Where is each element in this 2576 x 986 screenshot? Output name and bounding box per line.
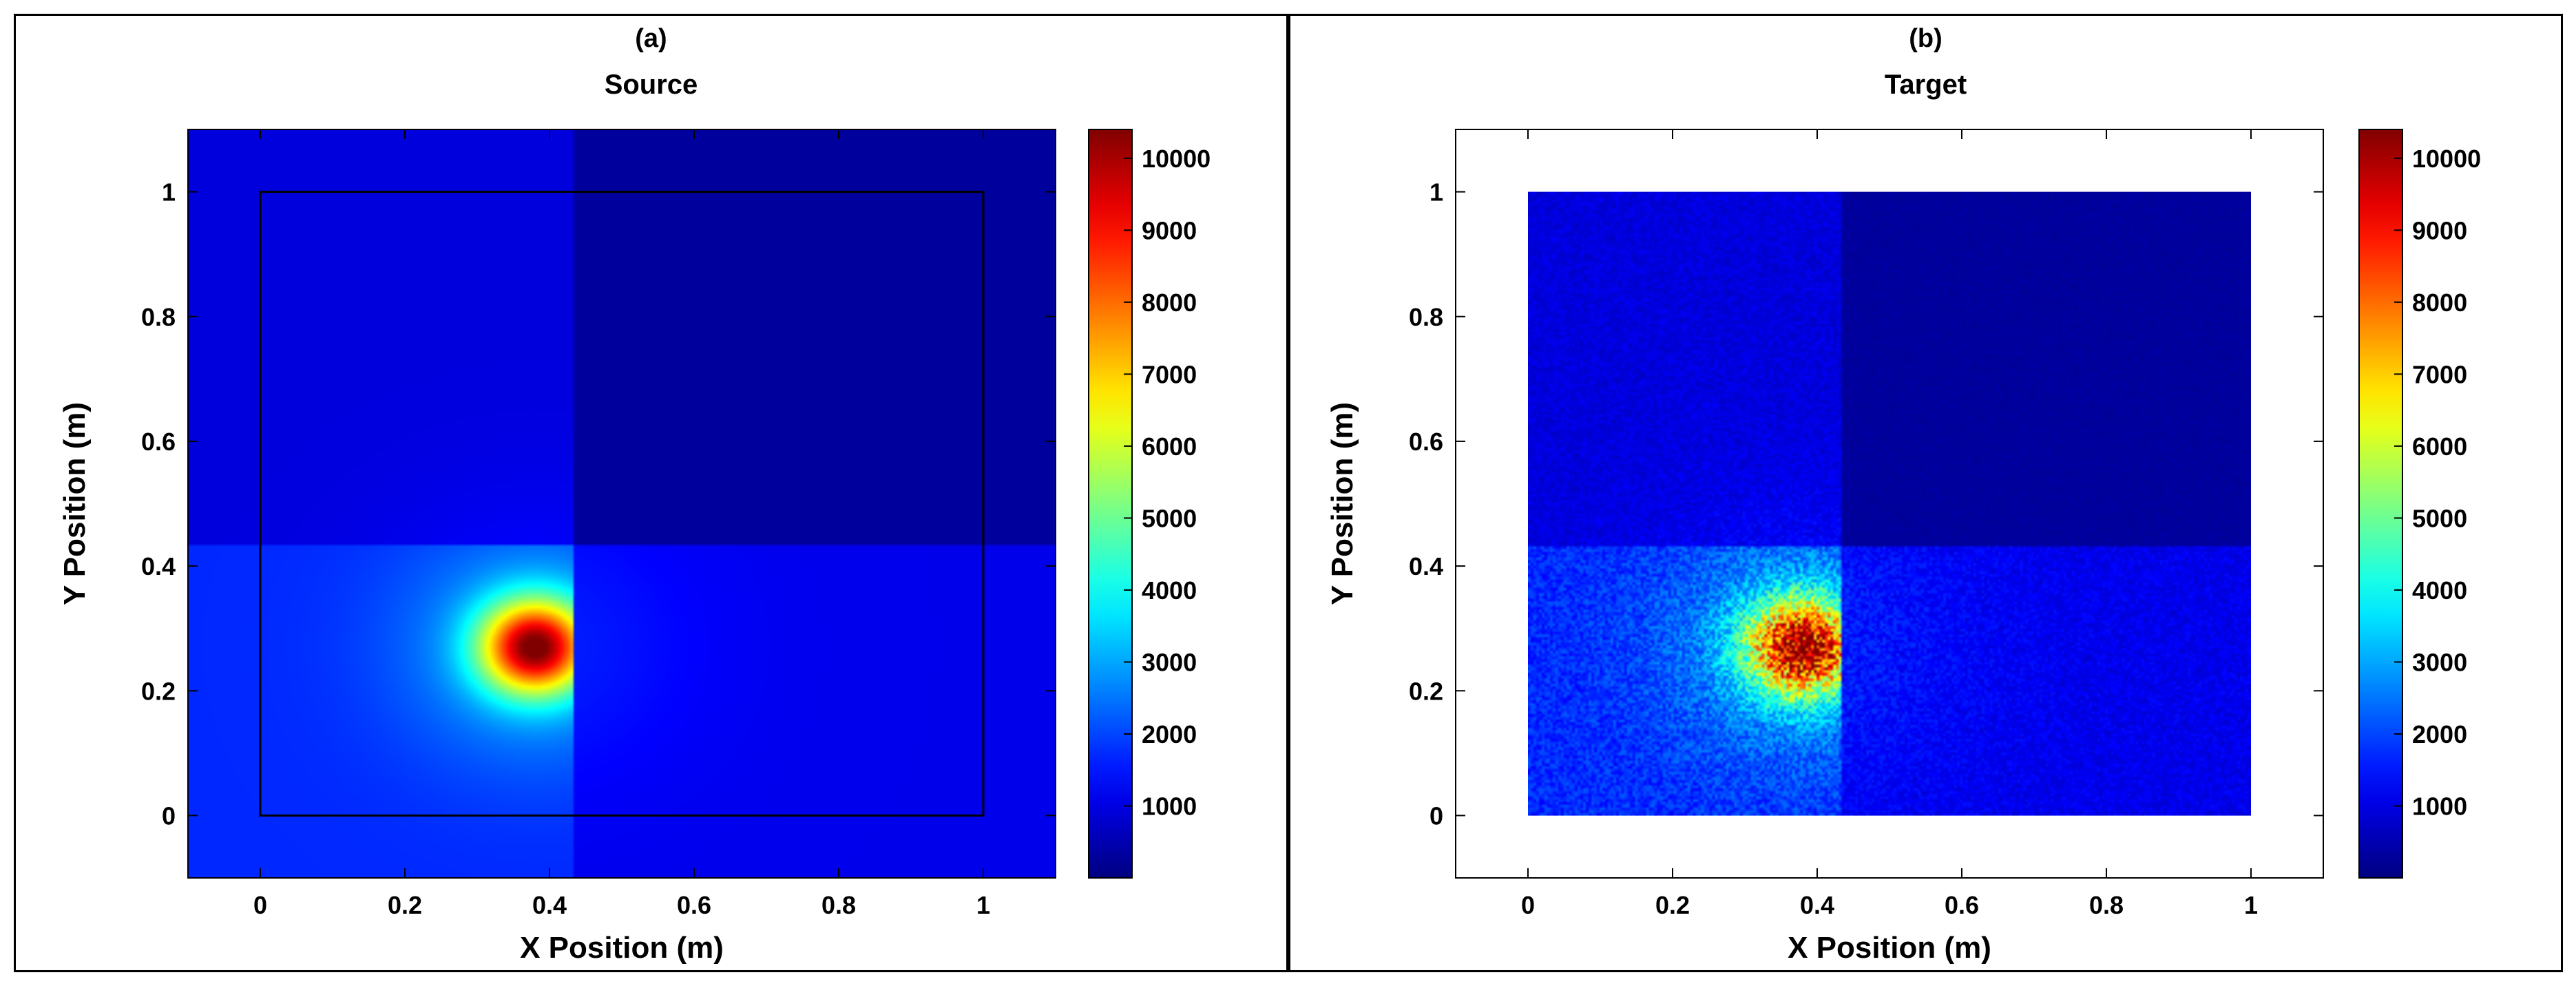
x-tick-label: 0.4 [1800, 891, 1834, 919]
colorbar-tick-label: 6000 [1142, 432, 1197, 461]
panel-a-title: Source [604, 70, 698, 100]
colorbar-tick-label: 4000 [2412, 576, 2467, 605]
panel-a-chart: 0 0.2 0.4 0.6 0.8 1 0 0.2 0.4 0.6 0.8 1 X Position (… [58, 129, 1211, 965]
colorbar-tick-label: 2000 [2412, 720, 2467, 748]
y-tick-label: 1 [1430, 178, 1443, 207]
colorbar-tick-label: 3000 [2412, 648, 2467, 676]
colorbar [2358, 129, 2403, 879]
x-tick-label: 0.6 [1945, 891, 1979, 919]
axes-frame [187, 129, 1056, 879]
panel-b-chart: 0 0.2 0.4 0.6 0.8 1 0 0.2 0.4 0.6 0.8 1 X Position (… [1326, 129, 2481, 965]
y-tick-label: 0.6 [141, 428, 176, 456]
x-tick-label: 0.2 [388, 891, 422, 919]
x-tick-label: 0.8 [2089, 891, 2124, 919]
x-tick-label: 0.2 [1655, 891, 1690, 919]
colorbar-tick-label: 4000 [1142, 576, 1197, 605]
colorbar-tick-label: 8000 [1142, 289, 1197, 317]
colorbar-tick-label: 9000 [1142, 216, 1197, 244]
colorbar-tick-label: 9000 [2412, 216, 2467, 244]
colorbar-tick-label: 7000 [2412, 360, 2467, 388]
panel-a: (a) Source 0 0.2 0.4 0.6 0.8 1 0 0.2 0.4 0.6 0.8 1 X… [14, 14, 1288, 972]
colorbar-tick-label: 7000 [1142, 360, 1197, 388]
y-tick-label: 0 [162, 801, 176, 830]
y-tick-label: 0.4 [1409, 552, 1443, 580]
colorbar [1088, 129, 1133, 879]
panel-b: (b) Target 0 0.2 0.4 0.6 0.8 1 0 0.2 0.4 0.6 0.8 1 X… [1288, 14, 2563, 972]
y-axis-label: Y Position (m) [1326, 402, 1359, 605]
x-tick-label: 0.8 [821, 891, 856, 919]
y-tick-label: 0.8 [141, 303, 176, 331]
boundary-box [259, 191, 985, 817]
y-tick-label: 0.8 [1409, 303, 1443, 331]
y-tick-label: 0.2 [1409, 677, 1443, 705]
y-tick-label: 0 [1430, 801, 1443, 830]
x-tick-label: 0.6 [677, 891, 711, 919]
y-tick-label: 0.2 [141, 677, 176, 705]
colorbar-tick-label: 8000 [2412, 289, 2467, 317]
heatmap-field [1528, 191, 2251, 816]
y-axis-label: Y Position (m) [58, 402, 92, 605]
panel-b-title: Target [1884, 70, 1967, 100]
x-tick-label: 1 [2244, 891, 2258, 919]
x-axis-label: X Position (m) [520, 931, 724, 965]
colorbar-tick-label: 10000 [1142, 145, 1211, 173]
colorbar-tick-label: 3000 [1142, 648, 1197, 676]
axes-frame [1455, 129, 2324, 879]
y-tick-label: 1 [162, 178, 176, 207]
panel-b-letter: (b) [1909, 24, 1943, 53]
colorbar-tick-label: 5000 [1142, 504, 1197, 532]
x-tick-label: 0 [1521, 891, 1535, 919]
colorbar-tick-label: 10000 [2412, 145, 2481, 173]
colorbar-tick-label: 5000 [2412, 504, 2467, 532]
x-tick-label: 0 [253, 891, 267, 919]
y-tick-label: 0.6 [1409, 428, 1443, 456]
colorbar-tick-label: 1000 [1142, 792, 1197, 820]
colorbar-tick-label: 2000 [1142, 720, 1197, 748]
panel-a-letter: (a) [635, 24, 667, 53]
y-tick-label: 0.4 [141, 552, 176, 580]
x-axis-label: X Position (m) [1788, 931, 1991, 965]
x-tick-label: 0.4 [532, 891, 567, 919]
x-tick-label: 1 [976, 891, 990, 919]
colorbar-tick-label: 6000 [2412, 432, 2467, 461]
colorbar-tick-label: 1000 [2412, 792, 2467, 820]
heatmap-field [188, 129, 1056, 878]
